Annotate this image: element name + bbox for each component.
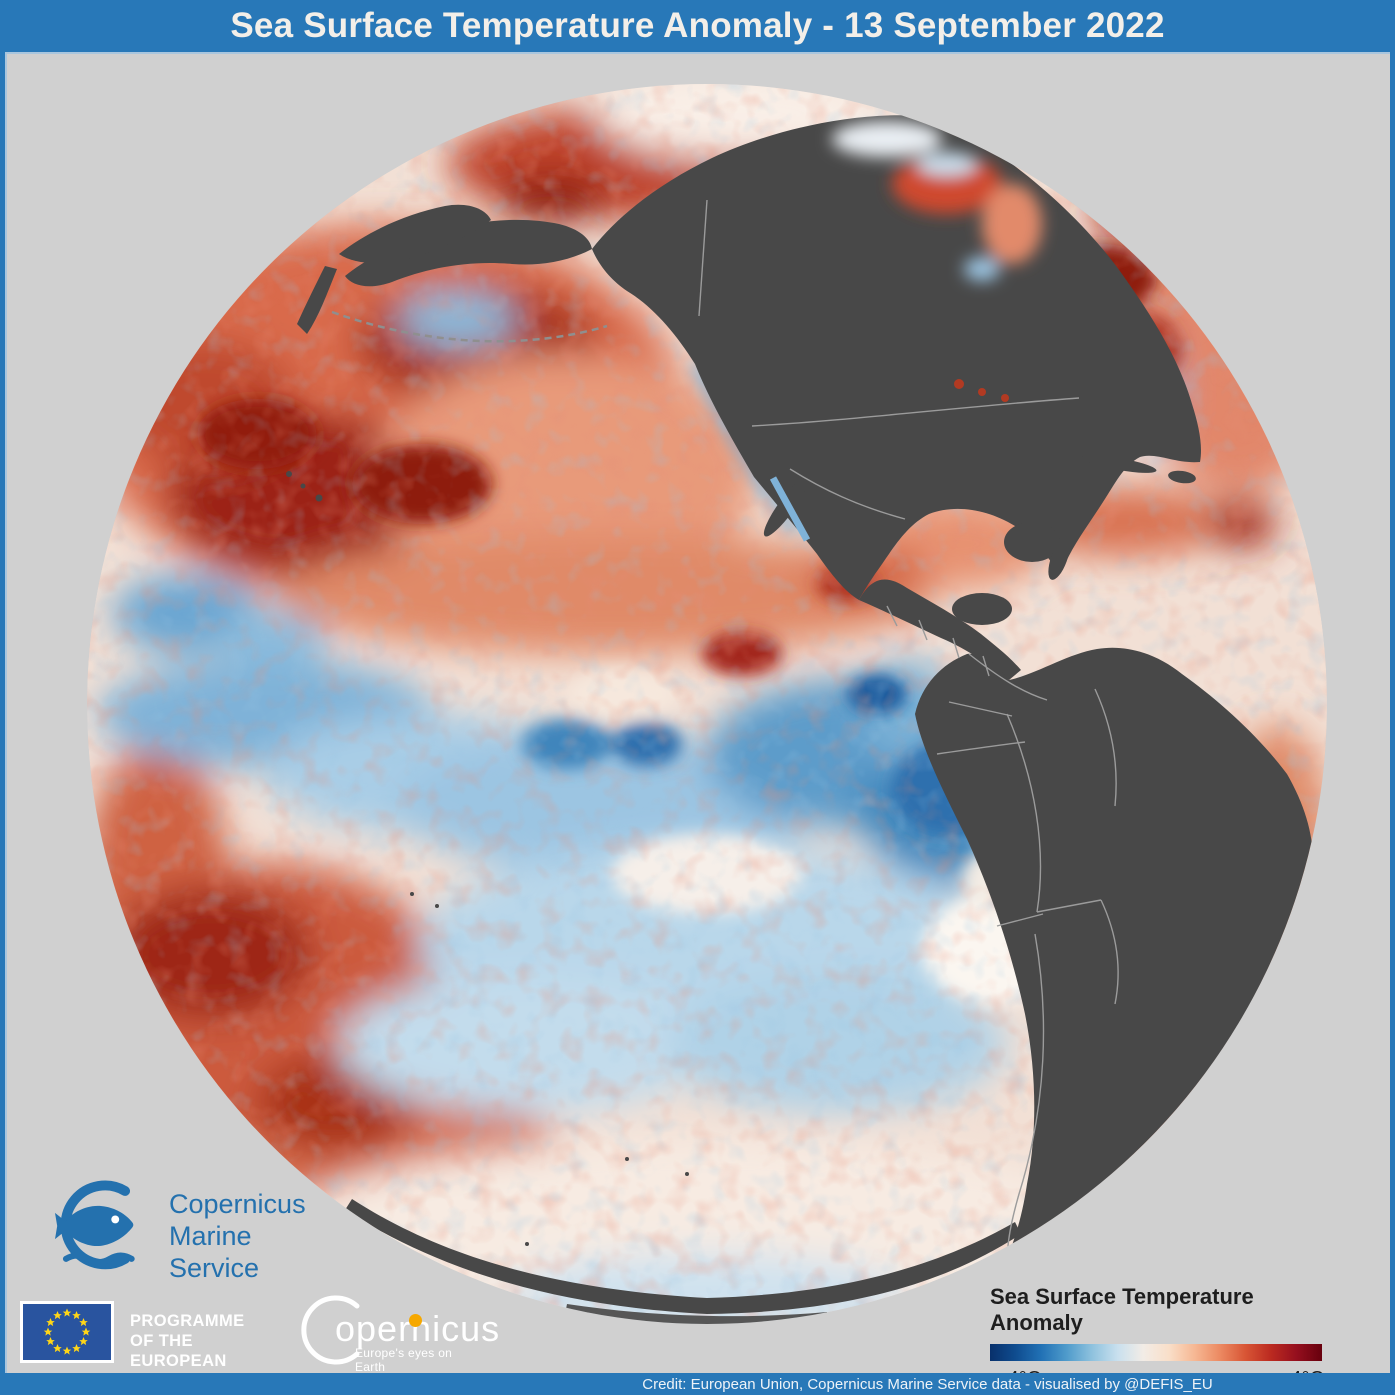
eu-flag-icon (20, 1301, 114, 1363)
copernicus-crescent-icon (301, 1295, 360, 1365)
programme-label-line1: PROGRAMME OF THE (130, 1312, 245, 1350)
marine-service-name-line1: Copernicus (169, 1189, 306, 1219)
land-north-america (592, 115, 1202, 600)
land-south-america (915, 647, 1314, 1286)
page-title: Sea Surface Temperature Anomaly - 13 Sep… (230, 6, 1165, 45)
copernicus-tagline: Europe's eyes on Earth (355, 1346, 453, 1374)
eu-stars (43, 1308, 91, 1355)
legend-title: Sea Surface Temperature Anomaly (990, 1284, 1254, 1335)
land-siberia (339, 204, 491, 264)
land-kamchatka (297, 266, 337, 334)
marine-service-logo: Copernicus Marine Service (45, 1180, 345, 1283)
globe-clip-group (87, 84, 1327, 1324)
land-masses (176, 115, 1314, 1324)
globe-map (87, 84, 1327, 1324)
copernicus-logo: opernicus Europe's eyes on Earth (295, 1292, 499, 1374)
hudson-bay-water (832, 121, 1042, 281)
legend-colorbar (990, 1344, 1322, 1361)
great-lakes (954, 379, 1009, 402)
credit-text: Credit: European Union, Copernicus Marin… (642, 1375, 1213, 1393)
land-alaska (345, 219, 592, 287)
aleutian-islands (331, 310, 608, 343)
title-bar: Sea Surface Temperature Anomaly - 13 Sep… (0, 0, 1395, 52)
map-panel: Copernicus Marine Service (5, 52, 1390, 1390)
country-borders (698, 199, 1119, 1273)
marine-service-name-line2: Marine Service (169, 1221, 260, 1283)
credit-bar: Credit: European Union, Copernicus Marin… (0, 1373, 1395, 1395)
copernicus-dot-icon (409, 1314, 422, 1327)
gulf-of-california (769, 476, 811, 542)
fish-icon (55, 1180, 135, 1270)
land-central-america (859, 579, 1021, 680)
land-antarctica (345, 1199, 1021, 1314)
